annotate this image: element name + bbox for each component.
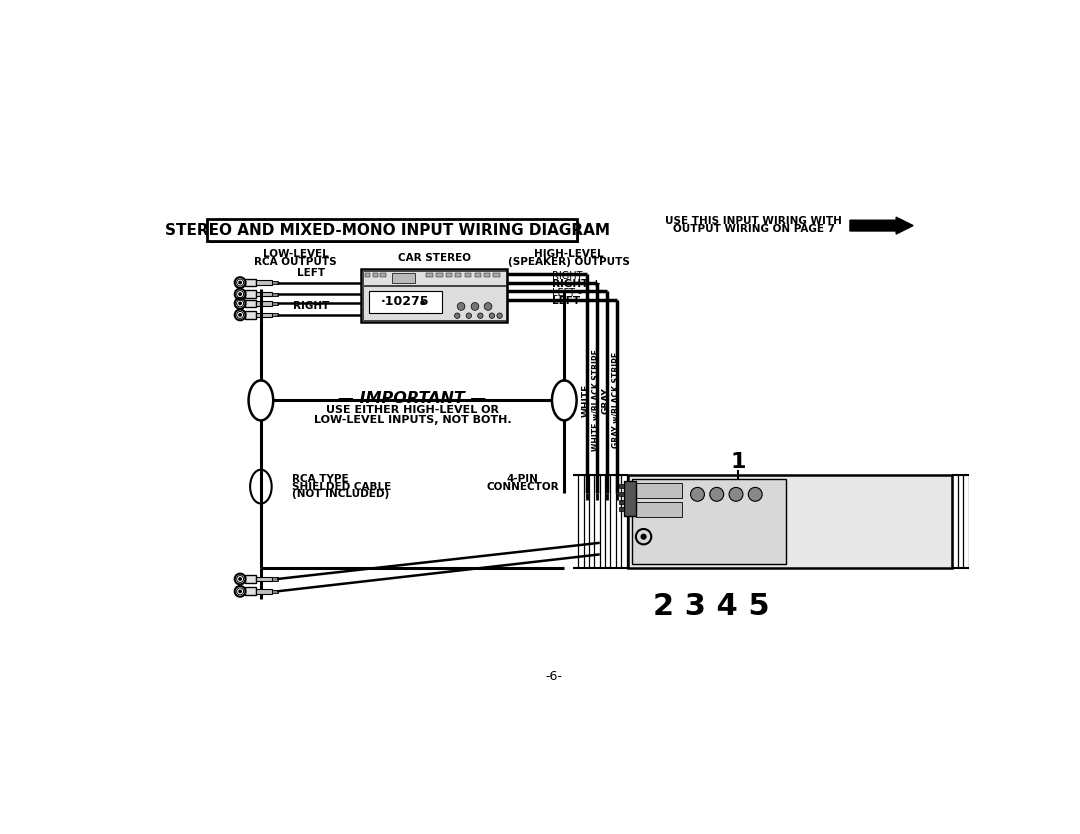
- Text: WHITE w/BLACK STRIPE: WHITE w/BLACK STRIPE: [592, 349, 600, 451]
- Text: -6-: -6-: [545, 670, 562, 682]
- Text: LEFT: LEFT: [297, 269, 325, 279]
- Text: SHIELDED CABLE: SHIELDED CABLE: [292, 481, 391, 491]
- Circle shape: [420, 300, 424, 305]
- Text: — IMPORTANT —: — IMPORTANT —: [338, 391, 487, 406]
- Bar: [624, 481, 636, 516]
- Circle shape: [477, 313, 483, 319]
- Circle shape: [489, 313, 495, 319]
- Bar: [256, 313, 272, 317]
- Bar: [465, 274, 471, 277]
- Circle shape: [497, 313, 502, 319]
- Bar: [272, 577, 278, 580]
- Bar: [256, 301, 272, 306]
- Text: RIGHT: RIGHT: [293, 301, 329, 311]
- Bar: [363, 271, 505, 285]
- Bar: [392, 273, 415, 284]
- Circle shape: [471, 303, 478, 310]
- Bar: [632, 479, 786, 565]
- Bar: [446, 274, 451, 277]
- Text: CONNECTOR: CONNECTOR: [486, 481, 559, 491]
- Bar: [629, 475, 951, 568]
- Circle shape: [239, 577, 242, 581]
- Circle shape: [748, 487, 762, 501]
- Text: ·10275: ·10275: [380, 295, 429, 309]
- Bar: [619, 507, 624, 511]
- Bar: [210, 222, 579, 244]
- Bar: [427, 274, 433, 277]
- Bar: [636, 483, 683, 498]
- Circle shape: [710, 487, 724, 501]
- Circle shape: [640, 534, 647, 540]
- Bar: [245, 311, 256, 319]
- Text: (SPEAKER) OUTPUTS: (SPEAKER) OUTPUTS: [508, 257, 630, 267]
- Bar: [272, 281, 278, 284]
- Bar: [361, 269, 508, 322]
- Text: LOW-LEVEL: LOW-LEVEL: [262, 249, 328, 259]
- Text: LEFT +: LEFT +: [552, 296, 593, 306]
- Text: RCA TYPE: RCA TYPE: [292, 474, 349, 484]
- FancyArrow shape: [850, 217, 913, 234]
- Text: LEFT -: LEFT -: [552, 288, 582, 298]
- Text: RIGHT +: RIGHT +: [552, 279, 600, 289]
- Bar: [619, 492, 624, 496]
- Circle shape: [239, 281, 242, 284]
- Circle shape: [239, 301, 242, 305]
- Bar: [245, 299, 256, 307]
- Text: 4-PIN: 4-PIN: [507, 474, 539, 484]
- Bar: [256, 292, 272, 296]
- Bar: [373, 273, 378, 277]
- Text: RIGHT -: RIGHT -: [552, 271, 589, 280]
- Bar: [272, 590, 278, 593]
- Bar: [245, 290, 256, 298]
- Text: USE THIS INPUT WIRING WITH: USE THIS INPUT WIRING WITH: [665, 216, 842, 226]
- Text: (NOT INCLUDED): (NOT INCLUDED): [292, 490, 389, 500]
- Bar: [256, 589, 272, 594]
- Text: RCA OUTPUTS: RCA OUTPUTS: [254, 257, 337, 267]
- Bar: [245, 279, 256, 286]
- Text: LOW-LEVEL INPUTS, NOT BOTH.: LOW-LEVEL INPUTS, NOT BOTH.: [314, 414, 512, 425]
- Bar: [455, 274, 461, 277]
- Bar: [475, 274, 481, 277]
- Bar: [484, 274, 490, 277]
- Bar: [365, 273, 370, 277]
- Bar: [207, 219, 577, 241]
- Bar: [256, 280, 272, 285]
- Text: 2 3 4 5: 2 3 4 5: [653, 592, 770, 621]
- Bar: [380, 273, 386, 277]
- Text: CAR STEREO: CAR STEREO: [397, 253, 471, 263]
- Circle shape: [729, 487, 743, 501]
- Bar: [619, 500, 624, 504]
- Bar: [368, 291, 442, 313]
- Bar: [245, 587, 256, 595]
- Circle shape: [690, 487, 704, 501]
- Circle shape: [239, 313, 242, 317]
- Text: USE EITHER HIGH-LEVEL OR: USE EITHER HIGH-LEVEL OR: [326, 405, 499, 415]
- Bar: [256, 576, 272, 581]
- Circle shape: [239, 292, 242, 296]
- Text: WHITE: WHITE: [581, 384, 591, 417]
- Circle shape: [457, 303, 465, 310]
- Circle shape: [484, 303, 491, 310]
- Text: 1: 1: [730, 452, 746, 472]
- Bar: [272, 302, 278, 305]
- Text: GRAY: GRAY: [602, 387, 610, 414]
- Circle shape: [239, 590, 242, 593]
- Circle shape: [467, 313, 472, 319]
- Circle shape: [455, 313, 460, 319]
- Bar: [245, 575, 256, 583]
- Text: STEREO AND MIXED-MONO INPUT WIRING DIAGRAM: STEREO AND MIXED-MONO INPUT WIRING DIAGR…: [165, 223, 610, 238]
- Bar: [272, 293, 278, 296]
- Bar: [363, 286, 505, 320]
- Bar: [272, 314, 278, 316]
- Text: HIGH-LEVEL: HIGH-LEVEL: [535, 249, 604, 259]
- Bar: [436, 274, 443, 277]
- Bar: [494, 274, 500, 277]
- Text: OUTPUT WIRING ON PAGE 7: OUTPUT WIRING ON PAGE 7: [673, 224, 835, 234]
- Bar: [636, 502, 683, 517]
- Text: GRAY w/BLACK STRIPE: GRAY w/BLACK STRIPE: [611, 352, 620, 449]
- Bar: [619, 485, 624, 488]
